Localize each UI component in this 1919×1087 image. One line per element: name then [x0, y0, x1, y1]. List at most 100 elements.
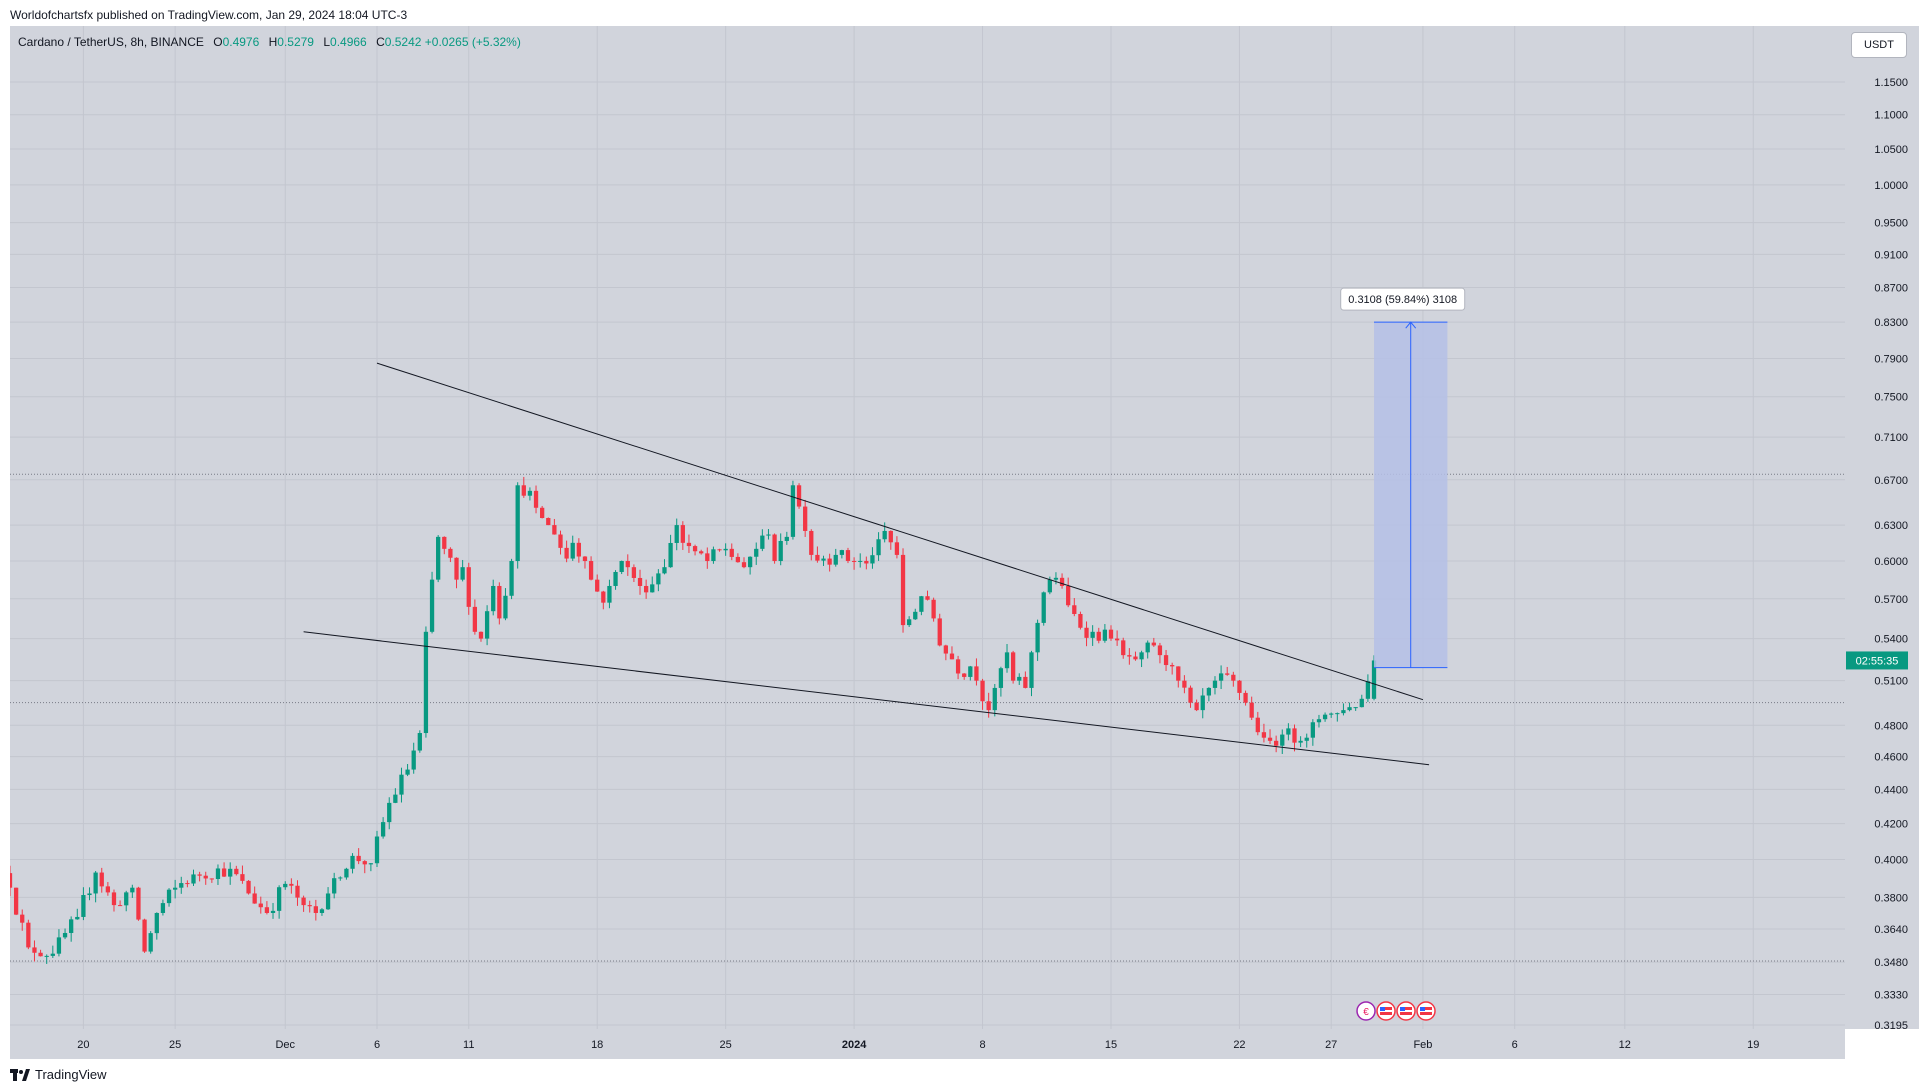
candle-body [1004, 652, 1010, 669]
candle [99, 867, 104, 893]
candle [1017, 673, 1022, 685]
candle [1243, 690, 1248, 706]
candle [319, 908, 325, 916]
price-range-measure: 0.3108 (59.84%) 3108 [1340, 287, 1466, 669]
candle-body [729, 548, 734, 557]
candle [466, 562, 471, 615]
candle-body [215, 868, 221, 879]
candle [937, 613, 942, 647]
candle-body [423, 631, 429, 734]
candle [1066, 577, 1071, 608]
close-value: 0.5242 [384, 35, 422, 49]
price-tick-label: 0.3330 [1874, 990, 1908, 1002]
candle [527, 487, 533, 501]
price-axis[interactable] [1845, 26, 1919, 1029]
candle [631, 564, 637, 583]
tradingview-logo[interactable]: TradingView [10, 1067, 107, 1082]
candle-body [1335, 713, 1340, 715]
price-tick-label: 1.1500 [1874, 77, 1908, 89]
candle-body [38, 952, 43, 957]
candle [1139, 650, 1144, 668]
candle-body [882, 530, 887, 540]
candle [980, 678, 985, 710]
candle-body [1225, 673, 1230, 675]
candle [851, 557, 857, 570]
candle-body [619, 561, 624, 572]
candle [1286, 723, 1291, 741]
candle-body [411, 750, 416, 770]
candle [380, 817, 386, 839]
candle [962, 673, 967, 680]
candle-body [387, 802, 392, 823]
candle [570, 535, 575, 561]
time-tick-label: 20 [77, 1039, 89, 1051]
header-bar: Worldofchartsfx published on TradingView… [0, 0, 1919, 26]
candle [81, 887, 86, 921]
candle [747, 556, 753, 575]
candle-body [319, 909, 325, 913]
candle-body [1249, 702, 1254, 718]
grid-lines [10, 26, 1845, 1029]
price-tick-label: 0.4800 [1874, 720, 1908, 732]
candle [338, 876, 343, 881]
candle-body [521, 485, 526, 496]
time-tick-label: Feb [1413, 1039, 1432, 1051]
candle-body [142, 919, 147, 952]
candle-body [191, 874, 196, 884]
candle-body [741, 562, 747, 568]
candle [1041, 591, 1046, 626]
candle-body [44, 955, 49, 957]
candle-body [356, 855, 361, 862]
candle-body [1010, 652, 1016, 681]
candle-body [313, 906, 318, 913]
price-tick-label: 0.8700 [1874, 282, 1908, 294]
candle [344, 867, 349, 880]
time-tick-label: 8 [979, 1039, 985, 1051]
candle-body [1053, 577, 1059, 580]
candle-body [148, 933, 153, 952]
currency-button[interactable]: USDT [1851, 32, 1907, 58]
candle-body [955, 659, 961, 674]
candle [637, 569, 643, 595]
candle-body [1274, 740, 1279, 746]
candle-body [252, 893, 257, 904]
candle [943, 644, 948, 661]
time-tick-label: 18 [591, 1039, 603, 1051]
candle [429, 571, 435, 634]
candle [913, 608, 918, 620]
candle-body [968, 666, 973, 677]
candle [13, 887, 19, 916]
candle [240, 865, 245, 884]
candle [729, 543, 734, 561]
candle-body [870, 555, 875, 564]
candle-body [1206, 687, 1212, 696]
price-tick-label: 0.6700 [1874, 475, 1908, 487]
candle-body [650, 584, 655, 593]
candle [436, 535, 441, 583]
price-tick-label: 0.9100 [1874, 249, 1908, 261]
plot-area[interactable] [10, 26, 1845, 1029]
footer-bar: TradingView [0, 1059, 1919, 1087]
candle [1121, 637, 1126, 659]
candle-body [1322, 714, 1328, 720]
candle [1274, 735, 1279, 753]
candle [374, 830, 380, 867]
candle [56, 929, 62, 957]
candle [154, 912, 159, 940]
candle [130, 884, 135, 898]
change-value: +0.0265 (+5.32%) [424, 35, 521, 49]
measure-label: 0.3108 (59.84%) 3108 [1348, 294, 1457, 306]
candle-body [509, 561, 514, 596]
tradingview-logo-icon [10, 1068, 30, 1081]
time-axis[interactable] [10, 1029, 1845, 1059]
candle-body [393, 794, 398, 803]
candle [870, 547, 875, 569]
candle-body [699, 551, 704, 554]
candle-body [264, 907, 270, 913]
candle-body [888, 530, 893, 543]
candle [1029, 650, 1034, 697]
candle-body [900, 554, 906, 626]
candle [1225, 666, 1230, 676]
candle [1255, 711, 1260, 736]
